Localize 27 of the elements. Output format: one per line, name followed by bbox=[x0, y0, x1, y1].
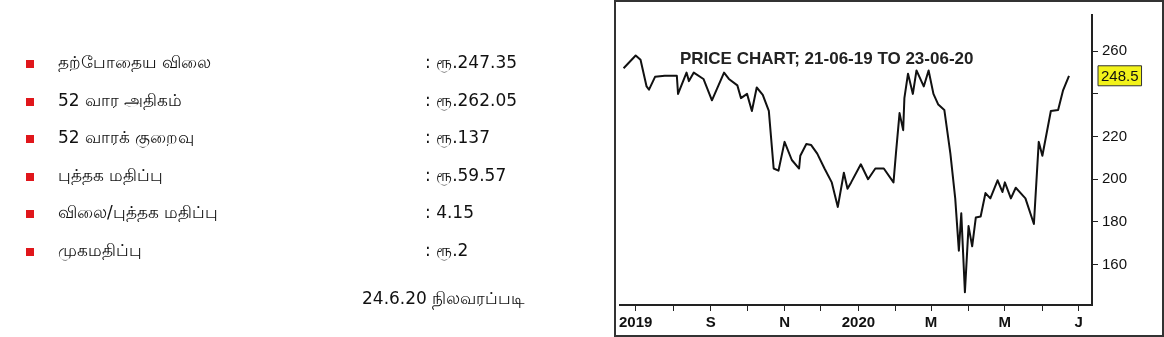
text: : ரூ.137 bbox=[425, 127, 490, 147]
y-tick-label: 180 bbox=[1102, 211, 1128, 229]
y-tick-label: 220 bbox=[1102, 126, 1128, 144]
category-label: 52 வாரக் குறைவு bbox=[58, 127, 195, 149]
x-tick-label: S bbox=[705, 313, 716, 331]
category-label: புத்தக மதிப்பு bbox=[58, 164, 164, 187]
y-tick-label: 260 bbox=[1102, 41, 1128, 59]
x-tick-label: N bbox=[779, 313, 790, 331]
y-tick-label: 160 bbox=[1102, 254, 1128, 272]
text: : ரூ.2 bbox=[425, 239, 469, 260]
annotation: 248.5 bbox=[1101, 66, 1139, 84]
text: 24.6.20 நிலவரப்படி bbox=[362, 288, 526, 310]
y-tick-label: 200 bbox=[1102, 169, 1128, 187]
text: : 4.15 bbox=[425, 202, 474, 222]
category-label: 52 வார அதிகம் bbox=[58, 89, 183, 112]
x-tick-label: 2019 bbox=[619, 313, 653, 331]
text: : ரூ.247.35 bbox=[425, 52, 518, 72]
category-label: முகமதிப்பு bbox=[58, 239, 142, 262]
x-tick-label: M bbox=[924, 313, 938, 331]
text: PRICE CHART; 21-06-19 TO 23-06-20 bbox=[679, 49, 974, 69]
x-tick-label: M bbox=[998, 313, 1012, 331]
text: : ரூ.59.57 bbox=[425, 164, 507, 185]
x-tick-label: 2020 bbox=[841, 313, 876, 331]
text: : ரூ.262.05 bbox=[425, 89, 518, 110]
category-label: விலை/புத்தக மதிப்பு bbox=[58, 202, 219, 224]
x-tick-label: J bbox=[1074, 313, 1083, 331]
category-label: தற்போதைய விலை bbox=[58, 52, 212, 74]
